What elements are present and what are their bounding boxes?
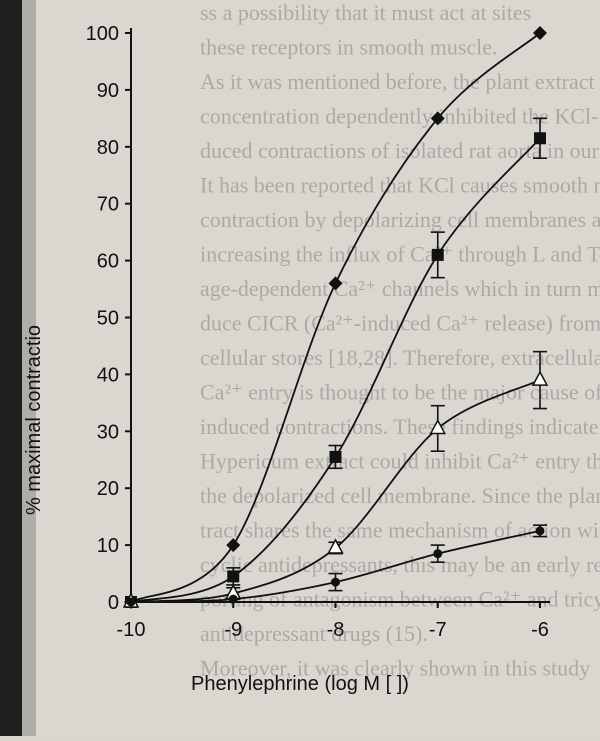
background-text-line: porting of antagonism between Ca²⁺ and t… xyxy=(200,587,600,612)
y-tick-label: 10 xyxy=(97,535,119,557)
data-point-triangle xyxy=(531,370,549,386)
data-point-circle xyxy=(331,577,340,587)
data-point-triangle xyxy=(429,418,447,435)
background-text-line: tract shares the same mechanism of actio… xyxy=(200,518,600,543)
background-text-line: induced contractions. These findings ind… xyxy=(200,414,600,439)
background-text: ss a possibility that it must act at sit… xyxy=(200,0,600,681)
y-tick-label: 70 xyxy=(97,194,119,216)
data-point-diamond xyxy=(328,276,343,291)
y-tick-label: 20 xyxy=(97,478,119,500)
data-point-square xyxy=(227,570,240,583)
data-point-square xyxy=(534,132,546,145)
y-tick-label: 60 xyxy=(97,251,119,273)
background-text-line: these receptors in smooth muscle. xyxy=(200,35,498,60)
background-text-line: As it was mentioned before, the plant ex… xyxy=(200,69,595,94)
x-axis-label: Phenylephrine (log M [ ]) xyxy=(191,673,409,695)
y-tick-label: 50 xyxy=(97,308,119,330)
axes: 0 10 20 30 40 50 60 70 80 90 100 -10 -9 -8 -7 -6 xyxy=(86,23,550,641)
y-tick-label: 100 xyxy=(86,23,119,45)
background-text-line: age-dependent Ca²⁺ channels which in tur… xyxy=(200,276,600,301)
data-point-diamond xyxy=(430,111,445,126)
background-text-line: ss a possibility that it must act at sit… xyxy=(200,0,531,25)
data-point-diamond xyxy=(533,26,547,40)
y-tick-label: 90 xyxy=(97,80,119,102)
background-text-line: increasing the influx of Ca²⁺ through L … xyxy=(200,242,600,267)
background-text-line: It has been reported that KCl causes smo… xyxy=(200,173,600,198)
y-tick-label: 40 xyxy=(97,364,119,386)
y-tick-label: 30 xyxy=(97,421,119,443)
data-point-square xyxy=(431,248,444,261)
background-text-line: concentration dependently inhibited the … xyxy=(200,104,598,129)
series-layer xyxy=(122,26,549,609)
x-tick-label: -7 xyxy=(429,619,447,641)
background-text-line: antidepressant drugs (15). xyxy=(200,621,428,646)
x-tick-label: -9 xyxy=(224,619,242,641)
page-edge-shadow xyxy=(0,0,22,736)
y-tick-label: 80 xyxy=(97,137,119,159)
series-line xyxy=(130,137,541,603)
background-text-line: contraction by depolarizing cell membran… xyxy=(200,207,600,232)
y-tick-label: 0 xyxy=(108,592,119,614)
data-point-circle xyxy=(433,549,443,559)
background-text-line: duce CICR (Ca²⁺-induced Ca²⁺ release) fr… xyxy=(200,311,600,336)
data-point-circle xyxy=(535,526,545,536)
x-tick-label: -6 xyxy=(531,619,549,641)
data-point-square xyxy=(329,450,342,463)
y-axis-label: % maximal contractio xyxy=(23,325,45,515)
data-point-triangle xyxy=(327,538,344,554)
series-circle xyxy=(126,524,547,607)
x-tick-label: -8 xyxy=(327,619,345,641)
background-text-line: Moreover, it was clearly shown in this s… xyxy=(200,656,590,681)
background-text-line: cellular stores [18,28]. Therefore, extr… xyxy=(200,345,600,370)
data-point-circle xyxy=(228,594,238,604)
page-gutter xyxy=(22,0,36,736)
data-point-diamond xyxy=(226,538,241,553)
series-line xyxy=(130,32,541,603)
background-text-line: the depolarized cell membrane. Since the… xyxy=(200,483,600,508)
data-point-circle xyxy=(126,597,136,607)
x-tick-label: -10 xyxy=(117,619,146,641)
